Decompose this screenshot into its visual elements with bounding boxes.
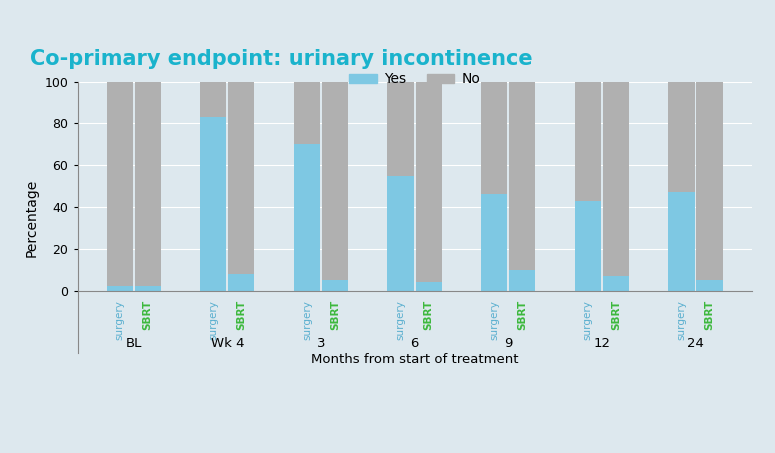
Text: 3: 3 xyxy=(317,337,326,350)
Bar xyxy=(294,144,320,291)
Text: Co-primary endpoint: urinary incontinence: Co-primary endpoint: urinary incontinenc… xyxy=(30,49,533,69)
Y-axis label: Percentage: Percentage xyxy=(25,178,39,256)
Legend: Yes, No: Yes, No xyxy=(343,67,486,92)
Text: SBRT: SBRT xyxy=(518,300,527,330)
Text: SBRT: SBRT xyxy=(611,300,621,330)
Text: SBRT: SBRT xyxy=(236,300,246,330)
Bar xyxy=(135,82,161,286)
Text: surgery: surgery xyxy=(583,300,593,340)
Bar xyxy=(200,82,226,117)
Bar xyxy=(415,82,442,282)
Bar xyxy=(481,82,508,194)
Text: surgery: surgery xyxy=(677,300,687,340)
Text: SBRT: SBRT xyxy=(424,300,434,330)
Bar xyxy=(575,82,601,201)
Bar xyxy=(415,282,442,291)
Text: 24: 24 xyxy=(687,337,704,350)
Bar xyxy=(294,82,320,144)
Bar xyxy=(603,276,629,291)
Text: surgery: surgery xyxy=(395,300,405,340)
Text: surgery: surgery xyxy=(208,300,219,340)
Text: Months from start of treatment: Months from start of treatment xyxy=(311,353,518,366)
Bar xyxy=(388,176,414,291)
Bar xyxy=(509,270,536,291)
Bar xyxy=(575,201,601,291)
Bar xyxy=(322,280,348,291)
Bar xyxy=(388,82,414,176)
Bar xyxy=(135,286,161,291)
Text: BL: BL xyxy=(126,337,142,350)
Bar xyxy=(697,82,723,280)
Bar xyxy=(603,82,629,276)
Bar xyxy=(106,286,133,291)
Text: surgery: surgery xyxy=(302,300,312,340)
Text: Wk 4: Wk 4 xyxy=(211,337,244,350)
Bar xyxy=(697,280,723,291)
Text: SBRT: SBRT xyxy=(143,300,153,330)
Text: 6: 6 xyxy=(411,337,418,350)
Text: 9: 9 xyxy=(504,337,512,350)
Bar xyxy=(481,194,508,291)
Text: SBRT: SBRT xyxy=(704,300,715,330)
Bar xyxy=(229,274,254,291)
Bar xyxy=(509,82,536,270)
Bar xyxy=(668,82,694,193)
Bar xyxy=(106,82,133,286)
Text: SBRT: SBRT xyxy=(330,300,340,330)
Text: surgery: surgery xyxy=(115,300,125,340)
Text: 12: 12 xyxy=(594,337,611,350)
Text: surgery: surgery xyxy=(489,300,499,340)
Bar xyxy=(200,117,226,291)
Bar xyxy=(229,82,254,274)
Bar xyxy=(668,193,694,291)
Bar xyxy=(322,82,348,280)
